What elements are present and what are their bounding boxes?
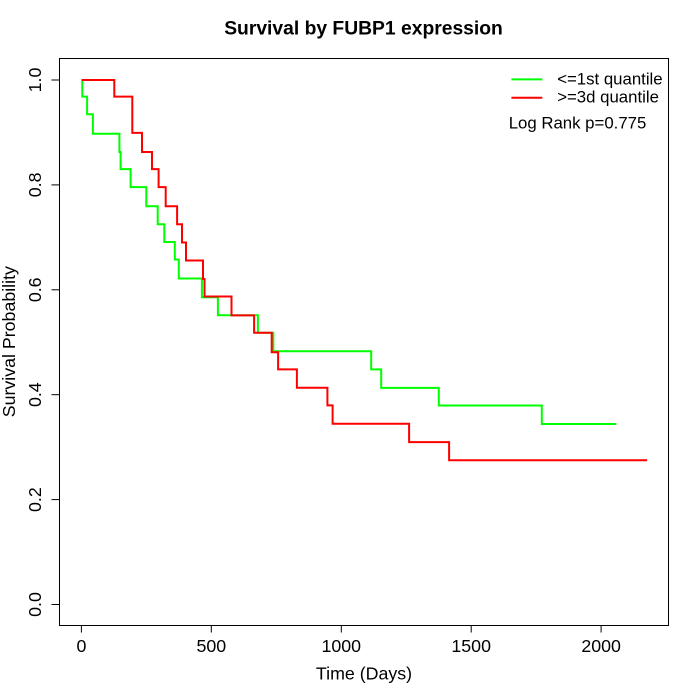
svg-text:0.0: 0.0 bbox=[25, 592, 45, 617]
svg-text:Time (Days): Time (Days) bbox=[316, 663, 412, 683]
svg-text:Log Rank p=0.775: Log Rank p=0.775 bbox=[509, 114, 647, 133]
svg-text:1.0: 1.0 bbox=[25, 68, 45, 93]
svg-text:<=1st quantile: <=1st quantile bbox=[557, 69, 662, 88]
svg-text:0: 0 bbox=[76, 636, 86, 656]
svg-text:0.8: 0.8 bbox=[25, 172, 45, 197]
svg-text:2000: 2000 bbox=[581, 636, 621, 656]
svg-text:0.6: 0.6 bbox=[25, 277, 45, 302]
svg-text:Survival Probability: Survival Probability bbox=[0, 266, 19, 417]
svg-text:1500: 1500 bbox=[451, 636, 491, 656]
svg-text:0.2: 0.2 bbox=[25, 487, 45, 512]
svg-text:Survival by FUBP1 expression: Survival by FUBP1 expression bbox=[224, 19, 503, 40]
svg-text:>=3d quantile: >=3d quantile bbox=[557, 88, 659, 107]
svg-text:500: 500 bbox=[196, 636, 226, 656]
svg-text:1000: 1000 bbox=[322, 636, 362, 656]
svg-text:0.4: 0.4 bbox=[25, 382, 45, 407]
